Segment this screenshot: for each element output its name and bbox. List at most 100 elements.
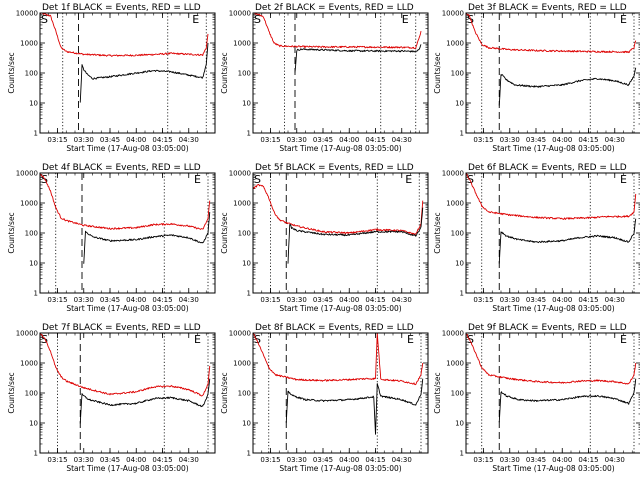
y-tick-label: 1000 [233,200,251,208]
plot-frame [39,12,216,134]
y-tick-label: 1 [460,450,464,458]
y-tick-label: 1 [247,130,251,138]
y-axis-label: Counts/sec [220,212,229,253]
y-tick-label: 1 [34,130,38,138]
panel-title: Det 9f BLACK = Events, RED = LLD [468,323,627,333]
y-tick-label: 100 [451,390,464,398]
events-trace [79,42,209,103]
end-marker: E [194,173,201,186]
x-tick-label: 04:30 [392,456,412,464]
end-marker: E [194,333,201,346]
panel-5f: Det 5f BLACK = Events, RED = LLD 1 10 100 10… [220,163,429,313]
x-tick-label: 04:30 [605,456,625,464]
start-marker: S [41,333,48,346]
y-tick-label: 10 [29,260,38,268]
y-tick-label: 1000 [233,40,251,48]
y-tick-label: 10000 [442,10,464,18]
x-tick-label: 03:45 [313,296,333,304]
x-tick-label: 03:30 [500,136,520,144]
x-tick-label: 03:15 [473,456,493,464]
x-tick-label: 04:00 [126,296,146,304]
y-tick-label: 1 [247,290,251,298]
x-tick-label: 04:15 [365,296,385,304]
x-axis-label: Start Time (17-Aug-08 03:05:00) [492,464,614,473]
y-tick-label: 10 [455,100,464,108]
panel-8f: Det 8f BLACK = Events, RED = LLD 1 10 100 10… [220,323,429,473]
y-axis-label: Counts/sec [433,372,442,413]
y-tick-label: 10000 [229,10,251,18]
lld-trace [253,13,422,49]
y-tick-label: 10000 [229,170,251,178]
x-axis-label: Start Time (17-Aug-08 03:05:00) [492,304,614,313]
x-tick-label: 03:15 [473,296,493,304]
events-trace [83,211,211,264]
x-tick-label: 04:30 [605,136,625,144]
panel-traces [40,173,211,264]
y-axis-label: Counts/sec [7,52,16,93]
x-tick-label: 04:00 [552,456,572,464]
x-tick-label: 03:45 [313,136,333,144]
x-tick-label: 04:30 [392,296,412,304]
y-tick-label: 1 [34,450,38,458]
end-marker: E [620,173,627,186]
y-tick-label: 10 [242,260,251,268]
panel-4f: Det 4f BLACK = Events, RED = LLD 1 10 100 10… [7,163,216,313]
x-tick-label: 03:30 [74,136,94,144]
end-marker: E [407,333,414,346]
x-tick-label: 04:15 [152,456,172,464]
x-axis-label: Start Time (17-Aug-08 03:05:00) [279,144,401,153]
y-tick-label: 100 [25,230,38,238]
y-tick-label: 10000 [229,330,251,338]
lld-trace [40,173,211,230]
y-tick-label: 1000 [233,360,251,368]
x-axis-label: Start Time (17-Aug-08 03:05:00) [279,304,401,313]
x-tick-label: 03:30 [500,296,520,304]
lld-trace [253,184,424,236]
plot-frame [252,12,429,134]
x-tick-label: 03:15 [260,136,280,144]
lld-trace [253,333,424,386]
panel-traces [253,333,424,435]
start-marker: S [254,173,261,186]
end-marker: E [192,13,199,26]
x-tick-label: 03:30 [74,296,94,304]
panel-9f: Det 9f BLACK = Events, RED = LLD 1 10 100 10… [433,323,640,473]
panel-title: Det 3f BLACK = Events, RED = LLD [468,3,627,13]
end-marker: E [620,13,627,26]
y-axis-label: Counts/sec [7,212,16,253]
end-marker: E [402,13,409,26]
y-tick-label: 10000 [16,330,38,338]
events-trace [498,218,637,264]
y-tick-label: 1 [247,450,251,458]
x-tick-label: 03:30 [287,456,307,464]
panel-title: Det 7f BLACK = Events, RED = LLD [42,323,201,333]
y-tick-label: 10000 [16,10,38,18]
panel-7f: Det 7f BLACK = Events, RED = LLD 1 10 100 10… [7,323,216,473]
y-tick-label: 100 [238,390,251,398]
y-tick-label: 100 [238,70,251,78]
y-tick-label: 1000 [446,360,464,368]
lld-trace [466,13,637,54]
x-tick-label: 03:45 [526,136,546,144]
panel-traces [466,13,637,106]
y-tick-label: 100 [25,70,38,78]
y-tick-label: 10 [455,260,464,268]
y-tick-label: 10 [242,420,251,428]
x-tick-label: 04:15 [365,456,385,464]
end-marker: E [405,173,412,186]
events-trace [287,207,424,264]
lld-trace [40,13,209,57]
x-tick-label: 04:00 [126,136,146,144]
panel-title: Det 8f BLACK = Events, RED = LLD [255,323,414,333]
y-tick-label: 10000 [442,330,464,338]
panel-traces [40,13,209,103]
y-tick-label: 10 [29,420,38,428]
y-tick-label: 10 [29,100,38,108]
plot-frame [39,332,216,454]
panel-traces [466,333,637,423]
x-tick-label: 04:15 [152,136,172,144]
panel-traces [253,13,422,73]
x-tick-label: 03:15 [47,136,67,144]
panel-title: Det 6f BLACK = Events, RED = LLD [468,163,627,173]
y-axis-label: Counts/sec [220,372,229,413]
